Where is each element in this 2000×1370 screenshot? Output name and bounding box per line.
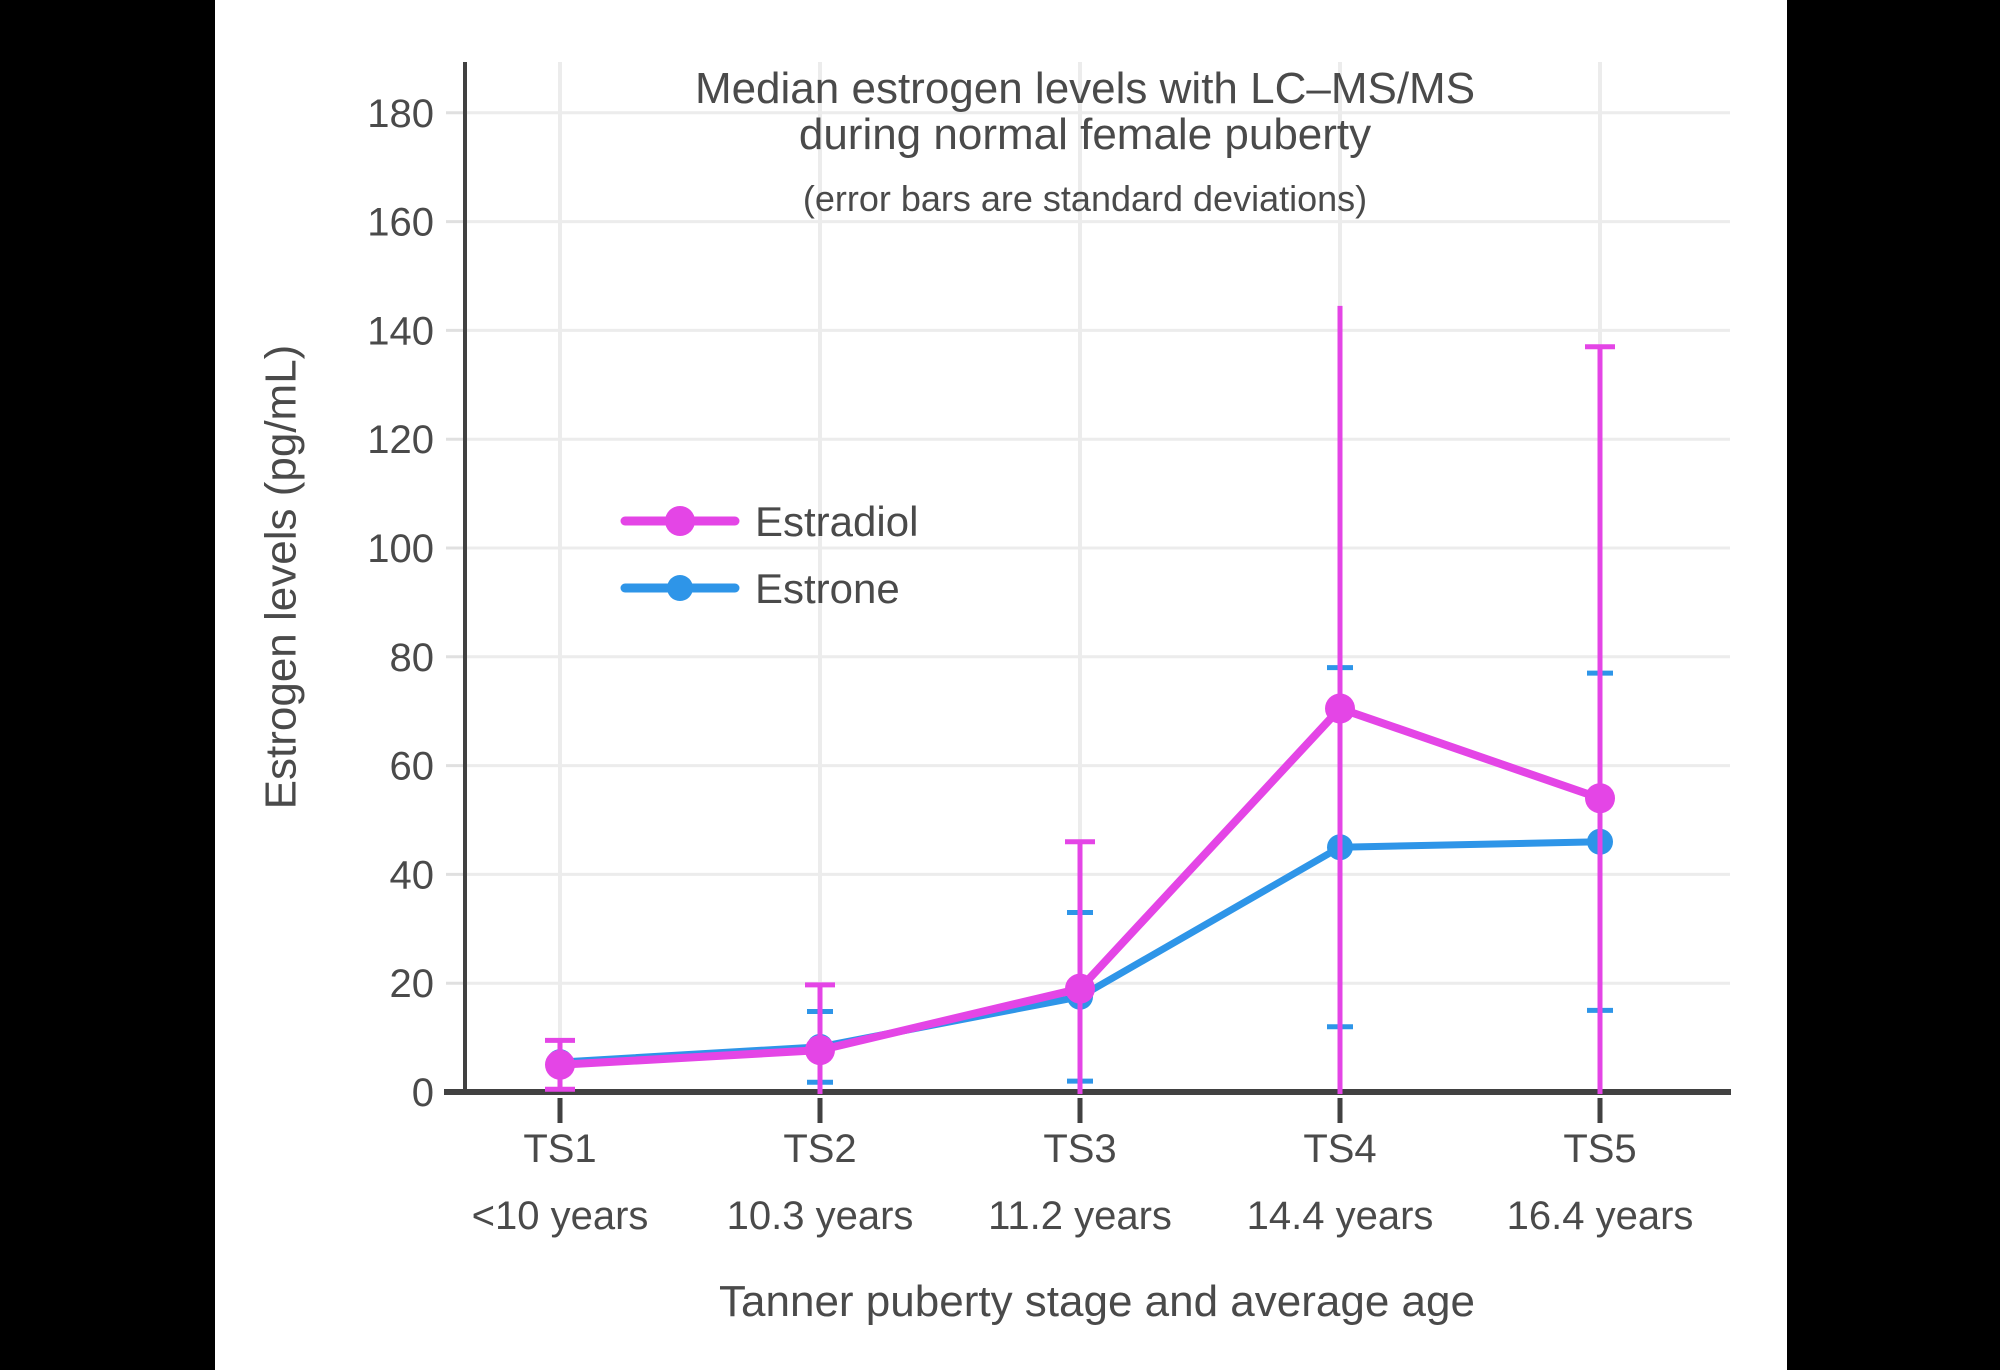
y-tick-label-20: 20 xyxy=(390,962,435,1006)
tick-marks xyxy=(446,111,1603,1123)
series-estradiol xyxy=(545,305,1615,1094)
x-age-label-TS3: 11.2 years xyxy=(988,1194,1172,1238)
x-age-label-TS5: 16.4 years xyxy=(1507,1194,1694,1238)
legend-estrone-marker xyxy=(667,575,693,601)
legend-estradiol-marker xyxy=(665,506,695,536)
y-tick-label-80: 80 xyxy=(390,636,435,680)
y-tick-label-120: 120 xyxy=(367,418,434,462)
axes xyxy=(444,62,1731,1095)
y-tick-label-40: 40 xyxy=(390,853,435,897)
chart-subtitle: (error bars are standard deviations) xyxy=(803,178,1367,219)
point-estradiol-TS1 xyxy=(545,1049,575,1080)
x-age-label-TS2: 10.3 years xyxy=(727,1194,914,1238)
x-axis-title: Tanner puberty stage and average age xyxy=(719,1277,1475,1326)
point-estradiol-TS5 xyxy=(1585,783,1615,814)
y-tick-label-140: 140 xyxy=(367,309,434,353)
x-age-label-TS1: <10 years xyxy=(472,1194,649,1238)
chart-canvas-background xyxy=(215,0,1787,1370)
x-age-label-TS4: 14.4 years xyxy=(1247,1194,1434,1238)
chart-title-line1: Median estrogen levels with LC–MS/MS xyxy=(695,64,1475,113)
point-estradiol-TS3 xyxy=(1065,973,1095,1004)
x-stage-label-TS1: TS1 xyxy=(523,1127,596,1171)
y-tick-label-0: 0 xyxy=(412,1071,434,1115)
data-series xyxy=(545,305,1615,1094)
x-stage-label-TS5: TS5 xyxy=(1563,1127,1636,1171)
x-stage-label-TS2: TS2 xyxy=(783,1127,856,1171)
tick-labels: 0 20 40 60 80 100 120 140 160 180 TS1 <10 years TS2 1… xyxy=(367,92,1693,1238)
legend: Estradiol Estrone xyxy=(620,498,918,612)
y-tick-label-180: 180 xyxy=(367,92,434,136)
y-axis-title: Estrogen levels (pg/mL) xyxy=(256,345,305,810)
y-tick-label-160: 160 xyxy=(367,201,434,245)
gridlines xyxy=(465,62,1730,1092)
x-stage-label-TS3: TS3 xyxy=(1043,1127,1116,1171)
chart-title-line2: during normal female puberty xyxy=(799,110,1371,159)
y-tick-label-100: 100 xyxy=(367,527,434,571)
left-black-bar xyxy=(0,0,215,1370)
point-estradiol-TS2 xyxy=(805,1035,835,1066)
right-black-bar xyxy=(1787,0,2000,1370)
legend-estradiol-label: Estradiol xyxy=(755,498,918,545)
x-stage-label-TS4: TS4 xyxy=(1303,1127,1376,1171)
y-tick-label-60: 60 xyxy=(390,745,435,789)
legend-estrone-label: Estrone xyxy=(755,565,900,612)
point-estradiol-TS4 xyxy=(1325,693,1355,724)
